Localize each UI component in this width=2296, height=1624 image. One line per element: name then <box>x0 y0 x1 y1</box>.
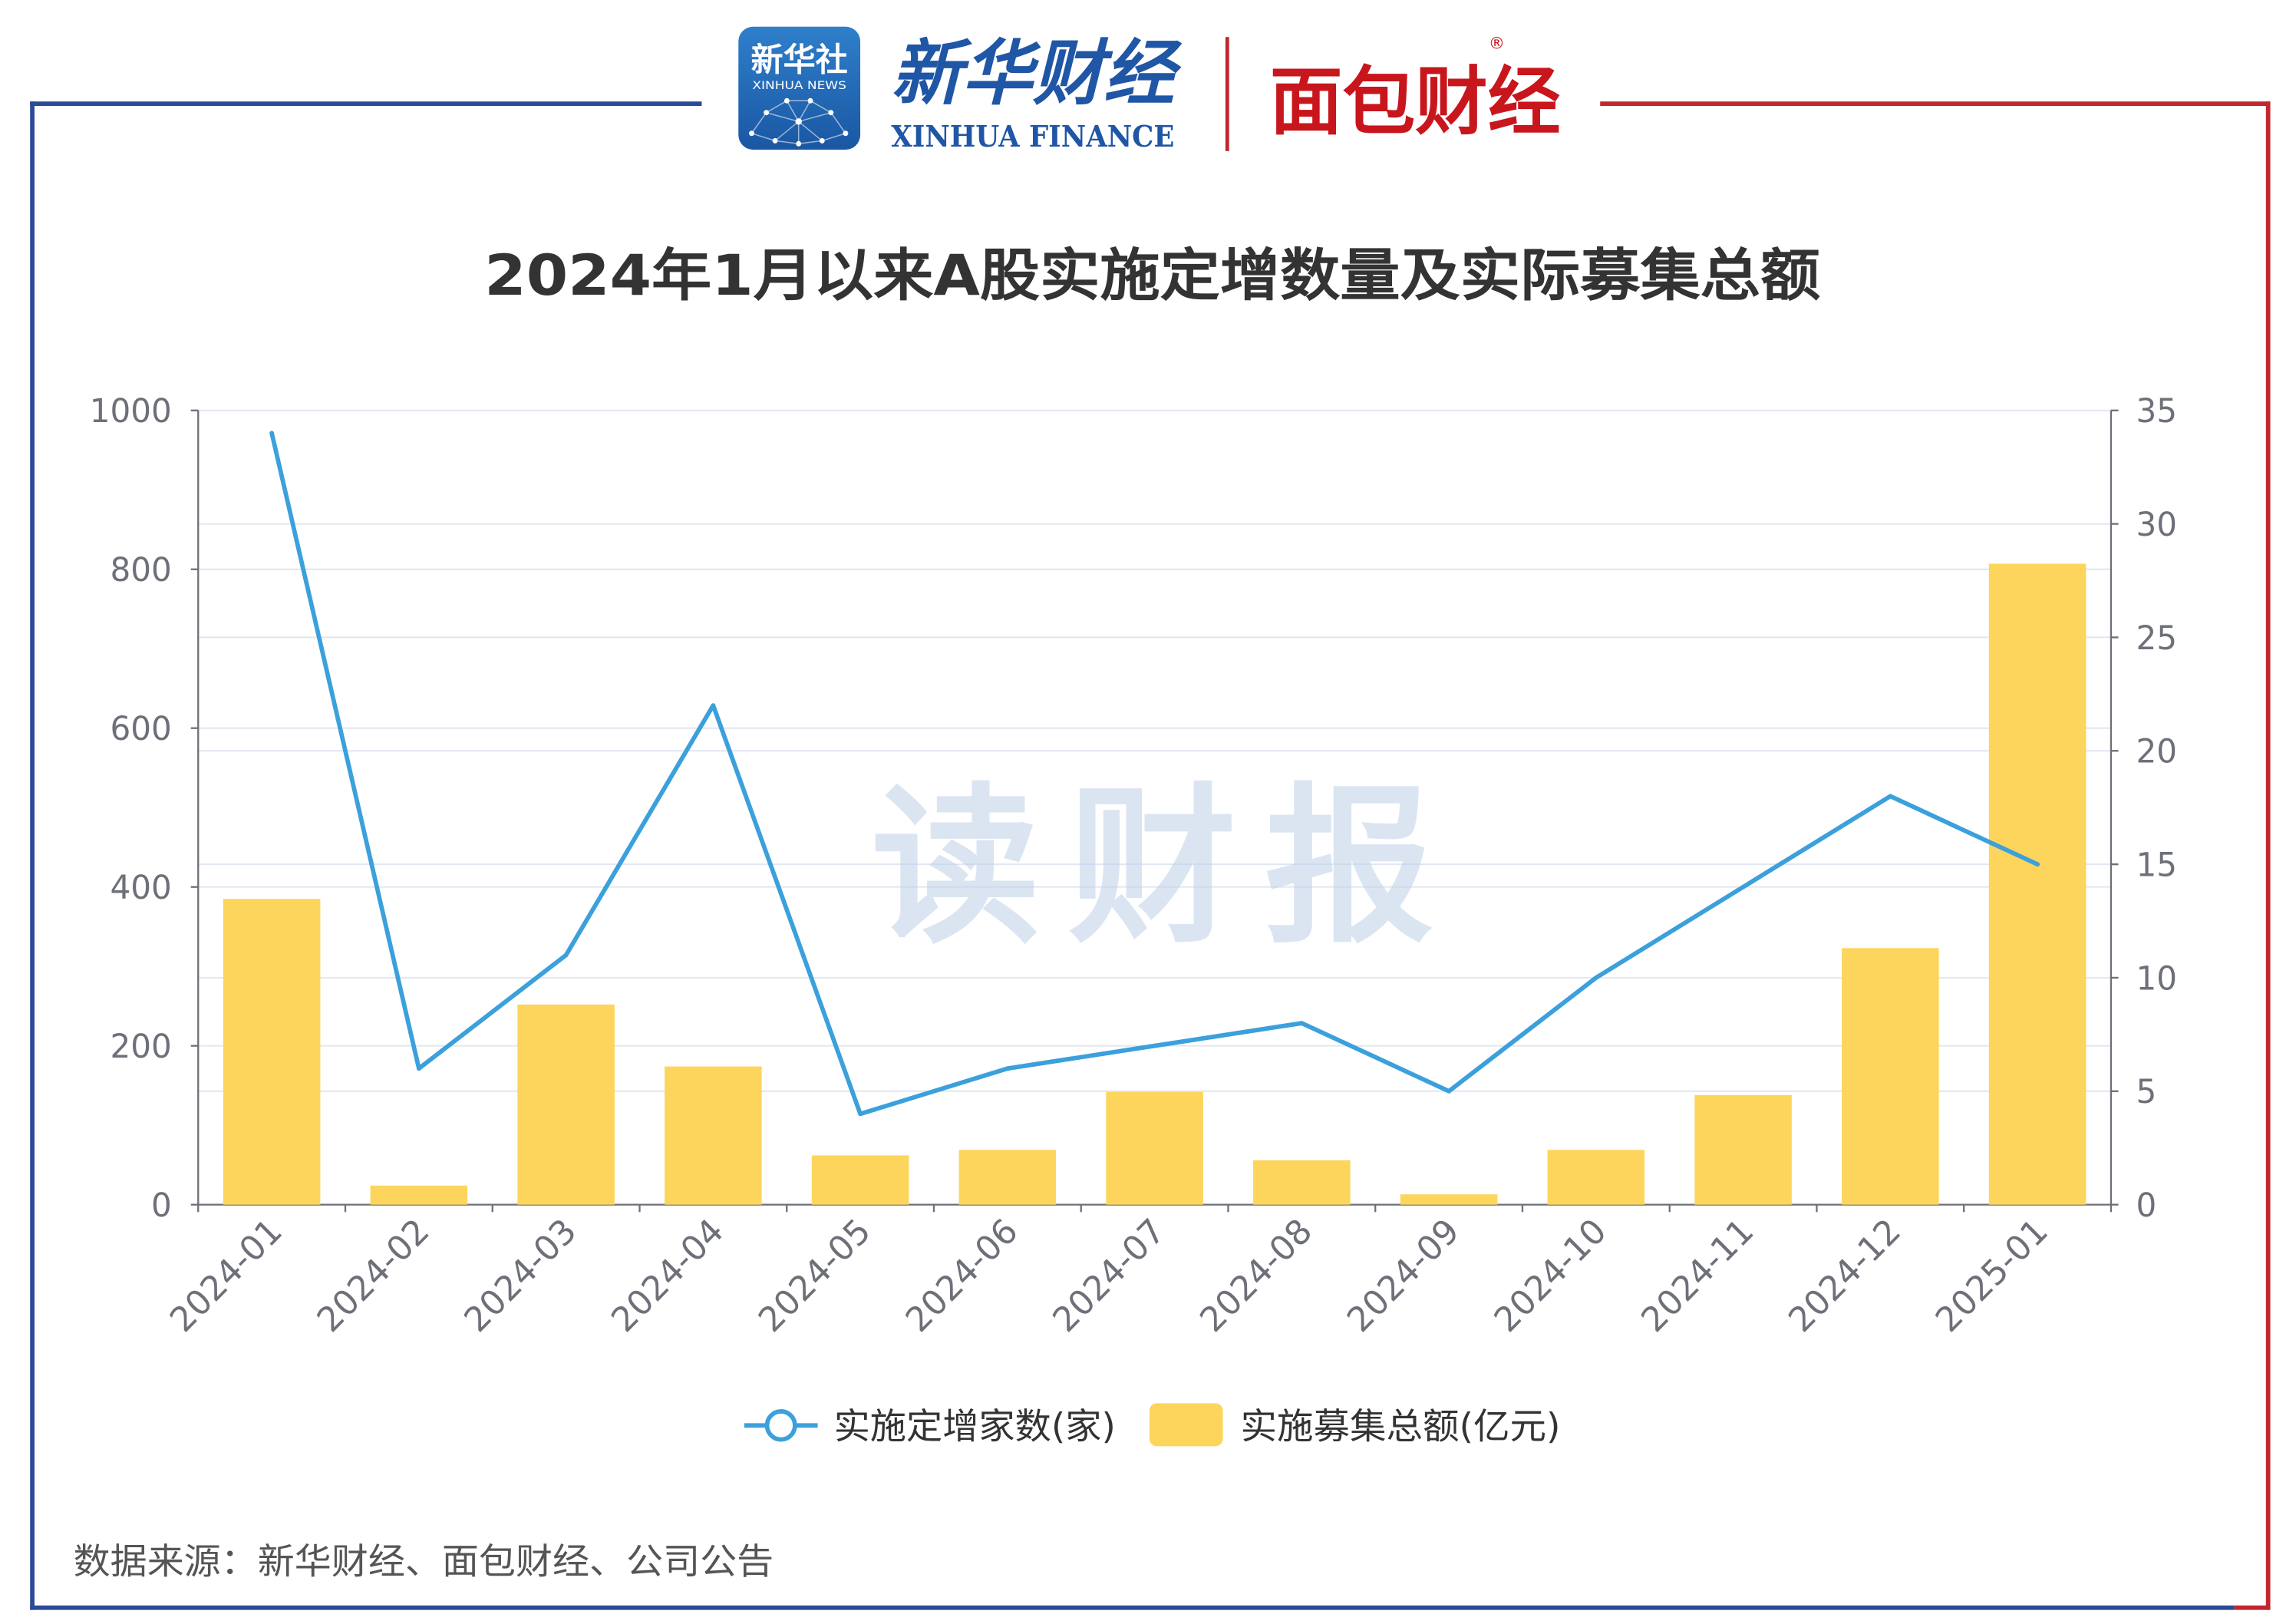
line-point-2024-01 <box>269 431 275 436</box>
y-axis-left-label: 800 <box>111 551 172 589</box>
mianbao-finance-logo-cn: 面包财经 <box>1270 59 1561 146</box>
y-axis-left-label: 600 <box>111 710 172 748</box>
legend: 实施定增家数(家) 实施募集总额(亿元) <box>744 1403 1561 1447</box>
chart-title: 2024年1月以来A股实施定增数量及实际募集总额 <box>484 243 1820 309</box>
bar-2024-09 <box>1400 1194 1498 1205</box>
line-series <box>269 431 2040 1117</box>
mianbao-finance-logo: 面包财经 ® <box>1270 34 1561 146</box>
y-axis-right-label: 35 <box>2136 392 2177 430</box>
line-point-2024-04 <box>711 703 716 708</box>
xinhua-news-logo-en: XINHUA NEWS <box>752 80 846 92</box>
bar-2024-08 <box>1253 1160 1351 1205</box>
bar-series <box>223 563 2087 1205</box>
legend-item-line[interactable]: 实施定增家数(家) <box>744 1405 1116 1447</box>
legend-bar-icon <box>1149 1403 1223 1447</box>
xinhua-news-logo-badge <box>738 26 861 150</box>
frame <box>30 101 2271 1610</box>
line-point-2024-08 <box>1299 1021 1305 1025</box>
xinhua-finance-logo: 新华财经 XINHUA FINANCE <box>891 31 1183 154</box>
legend-circle-icon <box>764 1409 797 1442</box>
xinhua-finance-logo-cn: 新华财经 <box>891 31 1183 114</box>
bar-2024-02 <box>370 1185 468 1205</box>
line-point-2024-11 <box>1740 884 1746 890</box>
legend-label-line: 实施定增家数(家) <box>834 1405 1116 1447</box>
watermark: 读财报 <box>871 769 1433 967</box>
bar-2024-11 <box>1694 1094 1792 1205</box>
bar-2024-07 <box>1106 1091 1203 1205</box>
data-source-note: 数据来源：新华财经、面包财经、公司公告 <box>74 1540 774 1582</box>
line-point-2024-07 <box>1152 1043 1157 1048</box>
xinhua-news-logo: 新华社 XINHUA NEWS <box>738 26 861 150</box>
line-point-2024-10 <box>1593 975 1598 980</box>
y-axis-right-label: 5 <box>2136 1073 2156 1111</box>
bar-2025-01 <box>1988 563 2087 1205</box>
y-axis-right-label: 20 <box>2136 733 2177 771</box>
line-point-2024-12 <box>1888 794 1893 799</box>
y-axis-left-label: 400 <box>111 869 172 906</box>
bar-2024-01 <box>223 899 321 1205</box>
y-axis-right-label: 15 <box>2136 846 2177 883</box>
xinhua-news-logo-cn: 新华社 <box>751 41 848 78</box>
line-point-2025-01 <box>2035 862 2040 867</box>
y-axis-left-label: 1000 <box>90 392 172 430</box>
y-axis-left-label: 200 <box>111 1028 172 1065</box>
line-point-2024-02 <box>417 1066 421 1071</box>
y-axis-left-label: 0 <box>151 1187 172 1224</box>
header-logos: 新华社 XINHUA NEWS 新华财经 XINHUA FINANCE <box>738 26 1561 154</box>
network-graphic-icon <box>749 97 849 147</box>
bar-2024-03 <box>517 1004 615 1205</box>
line-point-2024-09 <box>1447 1088 1451 1094</box>
y-axis-right-label: 0 <box>2136 1187 2156 1224</box>
bar-2024-10 <box>1547 1150 1645 1205</box>
xinhua-finance-logo-en: XINHUA FINANCE <box>891 120 1174 154</box>
bar-2024-04 <box>665 1066 762 1205</box>
bar-2024-12 <box>1842 948 1939 1205</box>
line-point-2024-05 <box>858 1111 863 1117</box>
y-axis-right-label: 30 <box>2136 506 2177 543</box>
y-axis-right-label: 10 <box>2136 959 2177 997</box>
line-point-2024-06 <box>1004 1066 1010 1071</box>
y-axis-right-label: 25 <box>2136 619 2177 657</box>
line-point-2024-03 <box>563 952 569 958</box>
bar-2024-06 <box>958 1150 1057 1205</box>
legend-item-bar[interactable]: 实施募集总额(亿元) <box>1149 1403 1561 1447</box>
registered-mark: ® <box>1489 34 1505 53</box>
bar-2024-05 <box>811 1155 909 1205</box>
legend-label-bar: 实施募集总额(亿元) <box>1241 1405 1561 1447</box>
